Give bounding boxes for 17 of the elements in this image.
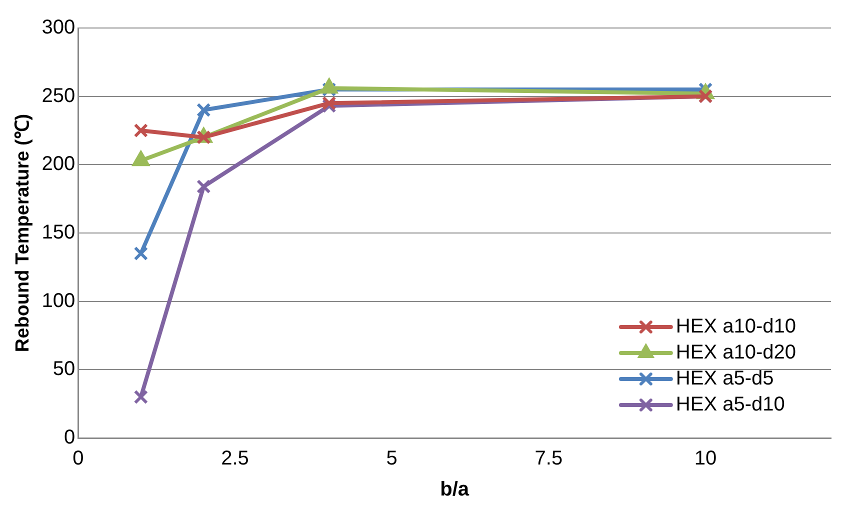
legend-label: HEX a10-d10 xyxy=(676,316,796,338)
legend-label: HEX a5-d10 xyxy=(676,394,785,416)
x-tick-label: 10 xyxy=(694,448,717,470)
x-tick-label: 2.5 xyxy=(221,448,249,470)
y-tick-label: 100 xyxy=(42,290,76,312)
x-tick-label: 5 xyxy=(386,448,398,470)
y-tick-label: 250 xyxy=(42,84,76,107)
y-axis-title: Rebound Temperature (℃) xyxy=(12,114,34,352)
legend-label: HEX a10-d20 xyxy=(676,342,796,364)
legend-label: HEX a5-d5 xyxy=(676,368,774,390)
x-axis-title: b/a xyxy=(440,478,470,501)
y-tick-label: 0 xyxy=(64,426,76,449)
y-tick-label: 50 xyxy=(52,358,76,380)
x-tick-label: 7.5 xyxy=(534,448,563,470)
y-tick-label: 200 xyxy=(42,153,76,176)
y-tick-label: 300 xyxy=(42,16,76,39)
y-tick-label: 150 xyxy=(42,222,76,244)
